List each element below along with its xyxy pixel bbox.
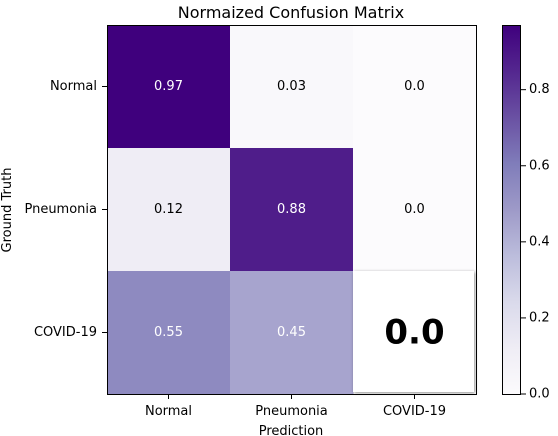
y-tick-label: Normal [50, 79, 97, 94]
heatmap-cell-label: 0.97 [154, 79, 183, 94]
x-tick-label: COVID-19 [383, 404, 446, 419]
heatmap-cell [353, 271, 474, 392]
chart-title: Normaized Confusion Matrix [178, 3, 404, 22]
heatmap-cell [230, 25, 354, 149]
colorbar-ticks: 0.0 0.2 0.4 0.6 0.8 [521, 82, 550, 402]
heatmap-cells [107, 25, 477, 395]
heatmap-cell [107, 148, 231, 272]
heatmap-cell [107, 271, 231, 395]
colorbar-tick-label: 0.2 [529, 310, 550, 325]
colorbar-tick-label: 0.8 [529, 82, 550, 97]
x-tick-label: Normal [145, 404, 192, 419]
colorbar-tick-label: 0.4 [529, 234, 550, 249]
x-tick-label: Pneumonia [255, 404, 328, 419]
y-tick-label: COVID-19 [34, 325, 97, 340]
colorbar-tick-label: 0.6 [529, 158, 550, 173]
colorbar [502, 25, 521, 395]
heatmap-cell-label: 0.0 [404, 202, 425, 217]
heatmap-cell-labels: 0.97 0.03 0.0 0.12 0.88 0.0 0.55 0.45 0.0 [154, 79, 445, 353]
heatmap-cell-label: 0.55 [154, 325, 183, 340]
x-axis-label: Prediction [259, 424, 324, 436]
heatmap-cell [230, 271, 354, 395]
heatmap-cell-label: 0.0 [404, 79, 425, 94]
x-axis-ticks: Normal Pneumonia COVID-19 [145, 394, 446, 419]
y-axis-ticks: Normal Pneumonia COVID-19 [24, 79, 107, 340]
heatmap-cell-label: 0.03 [277, 79, 306, 94]
heatmap-cell [353, 25, 477, 149]
heatmap-cell [353, 148, 477, 272]
heatmap-cell-label: 0.0 [384, 313, 444, 353]
heatmap-cell [107, 25, 231, 149]
heatmap-cell-label: 0.88 [277, 202, 306, 217]
heatmap-cell [230, 148, 354, 272]
y-tick-label: Pneumonia [24, 202, 97, 217]
colorbar-tick-label: 0.0 [529, 387, 550, 402]
heatmap-cell-label: 0.12 [154, 202, 183, 217]
heatmap-cell-label: 0.45 [277, 325, 306, 340]
y-axis-label: Ground Truth [0, 168, 15, 253]
